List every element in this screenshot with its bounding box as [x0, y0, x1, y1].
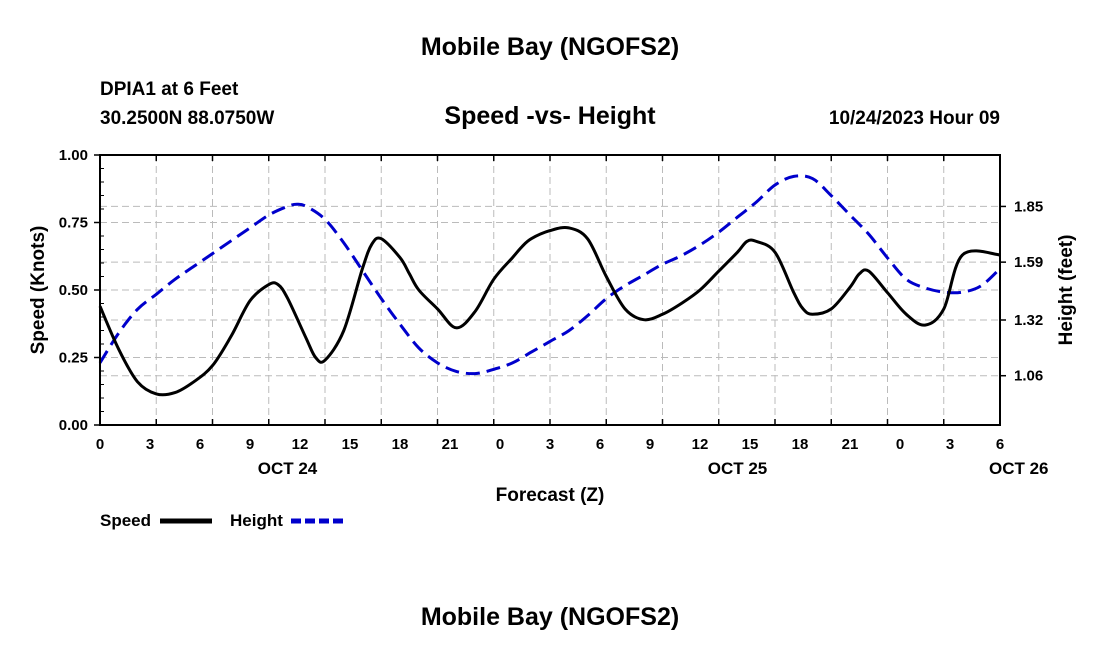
forecast-datetime: 10/24/2023 Hour 09 [829, 108, 1000, 129]
y-tick-label: 0.75 [59, 215, 88, 232]
x-tick-label: 12 [292, 436, 309, 453]
x-tick-label: 3 [546, 436, 554, 453]
x-axis-label: Forecast (Z) [496, 485, 605, 506]
plot-area [98, 174, 1002, 397]
date-label: OCT 24 [258, 459, 318, 478]
station-label: DPIA1 at 6 Feet [100, 79, 239, 100]
date-label: OCT 26 [989, 459, 1049, 478]
x-tick-label: 6 [596, 436, 604, 453]
x-tick-label: 18 [392, 436, 409, 453]
x-tick-label: 0 [96, 436, 104, 453]
x-tick-label: 15 [742, 436, 759, 453]
x-tick-label: 0 [896, 436, 904, 453]
station-coords: 30.2500N 88.0750W [100, 108, 274, 129]
x-tick-label: 21 [442, 436, 459, 453]
y2-tick-label: 1.06 [1014, 368, 1043, 385]
x-tick-label: 3 [946, 436, 954, 453]
x-tick-label: 6 [996, 436, 1004, 453]
x-tick-label: 18 [792, 436, 809, 453]
x-tick-label: 9 [646, 436, 654, 453]
y2-axis-label: Height (feet) [1056, 235, 1077, 346]
y-tick-label: 0.25 [59, 350, 88, 367]
legend-label-height: Height [230, 511, 283, 530]
date-label: OCT 25 [708, 459, 768, 478]
x-tick-label: 6 [196, 436, 204, 453]
series-line-speed [98, 226, 1001, 397]
x-tick-label: 0 [496, 436, 504, 453]
y-tick-label: 0.50 [59, 282, 88, 299]
footer-title: Mobile Bay (NGOFS2) [421, 603, 679, 631]
legend-label-speed: Speed [100, 511, 151, 530]
y2-tick-label: 1.59 [1014, 254, 1043, 271]
chart-title: Mobile Bay (NGOFS2) [421, 33, 679, 61]
y2-tick-label: 1.85 [1014, 198, 1043, 215]
x-tick-label: 21 [842, 436, 859, 453]
chart-subtitle: Speed -vs- Height [444, 102, 656, 130]
legend: Speed Height [100, 511, 343, 530]
y2-tick-label: 1.32 [1014, 312, 1043, 329]
x-tick-label: 15 [342, 436, 359, 453]
x-tick-label: 9 [246, 436, 254, 453]
axes: 0 3 6 9 12 15 18 21 0 3 6 9 12 15 18 21 0 3 6 OCT 24 OCT 25 O… [59, 147, 1049, 478]
x-tick-label: 12 [692, 436, 709, 453]
y-axis-label: Speed (Knots) [28, 226, 49, 355]
y-tick-label: 1.00 [59, 147, 88, 164]
x-tick-label: 3 [146, 436, 154, 453]
y-tick-label: 0.00 [59, 417, 88, 434]
grid [100, 155, 1000, 425]
